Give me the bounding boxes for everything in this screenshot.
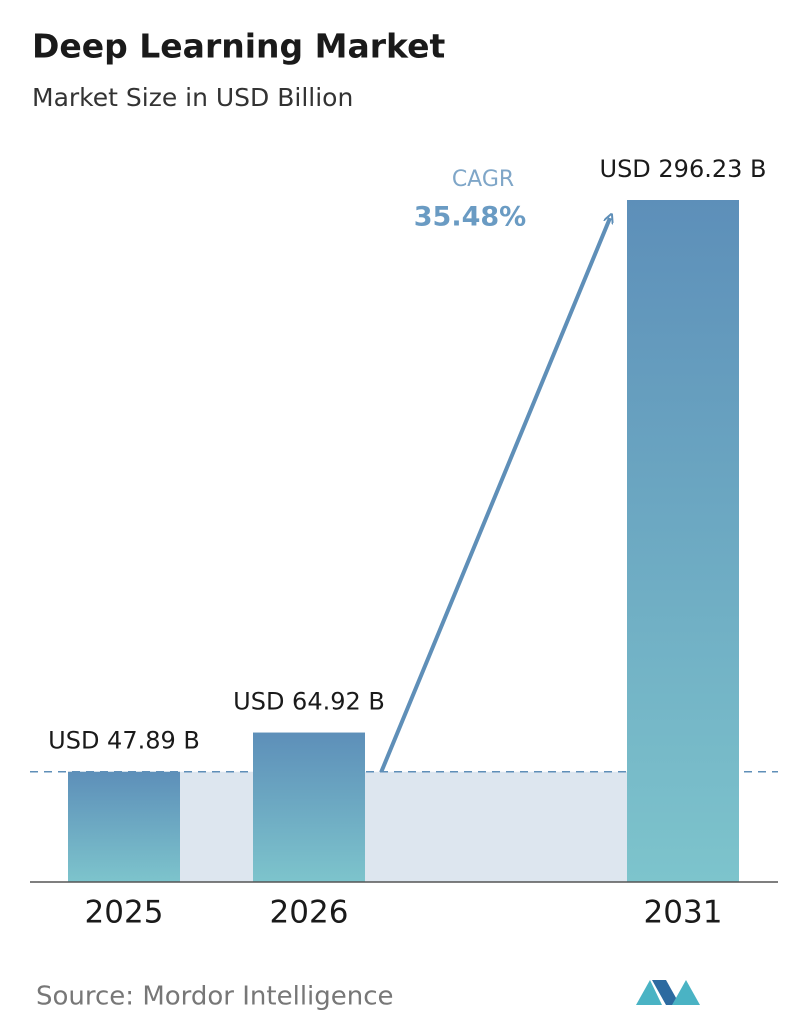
bar: [253, 732, 365, 882]
chart-title: Deep Learning Market: [32, 27, 445, 66]
source: Source: Mordor Intelligence: [36, 982, 394, 1012]
value-label: USD 47.89 B: [48, 727, 200, 755]
bar: [68, 771, 180, 882]
logo: [636, 980, 700, 1005]
x-tick-label: 2031: [644, 895, 723, 931]
cagr-label: CAGR: [452, 167, 514, 192]
value-label: USD 296.23 B: [600, 155, 767, 183]
bar: [627, 200, 739, 882]
x-tick-label: 2025: [85, 895, 164, 931]
chart-subtitle: Market Size in USD Billion: [32, 83, 353, 112]
value-label: USD 64.92 B: [233, 688, 385, 716]
x-tick-label: 2026: [270, 895, 349, 931]
cagr-arrow: [378, 218, 610, 776]
cagr-value: 35.48%: [414, 202, 526, 233]
